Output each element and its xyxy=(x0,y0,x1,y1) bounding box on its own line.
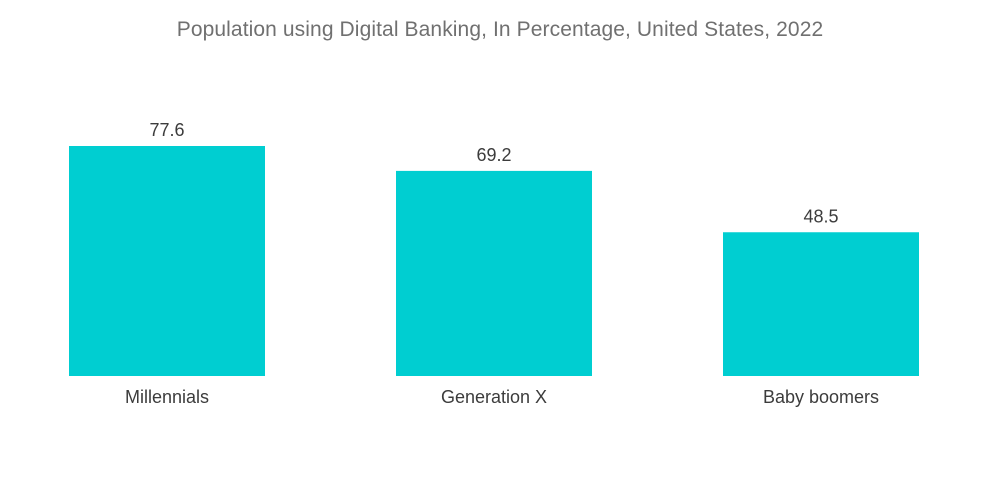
value-label: 69.2 xyxy=(476,145,511,165)
bar-generation-x xyxy=(396,170,592,376)
value-label: 77.6 xyxy=(149,120,184,140)
bar-millennials xyxy=(69,146,265,376)
category-label: Millennials xyxy=(125,387,209,407)
value-label: 48.5 xyxy=(803,206,838,226)
category-label: Baby boomers xyxy=(763,387,879,407)
chart-title: Population using Digital Banking, In Per… xyxy=(176,18,824,41)
bar-baby-boomers xyxy=(723,232,919,376)
category-label: Generation X xyxy=(441,387,547,407)
